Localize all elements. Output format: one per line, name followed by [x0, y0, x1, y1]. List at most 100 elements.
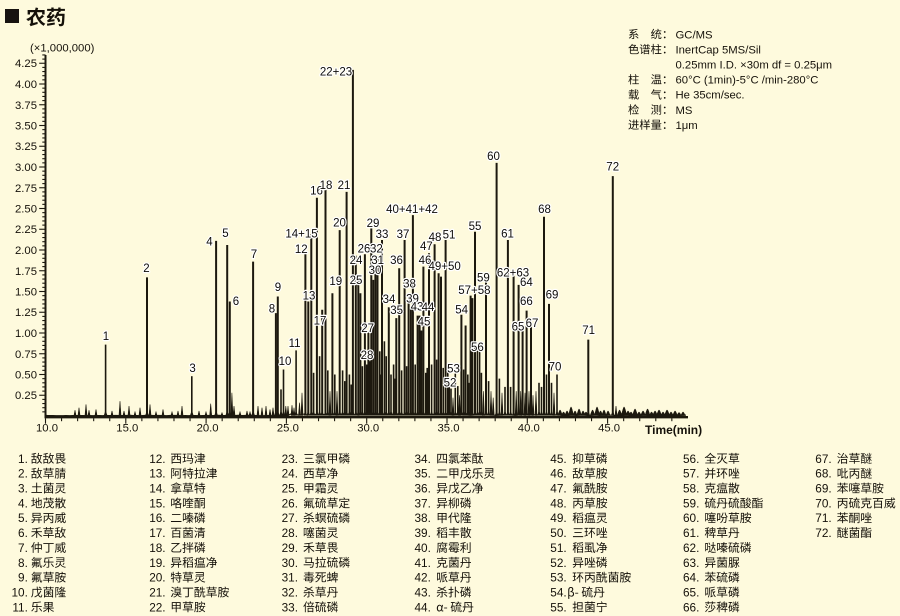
svg-text:18: 18 [320, 180, 333, 192]
svg-text:53.: 53. [550, 571, 566, 585]
svg-text:51: 51 [443, 230, 456, 242]
svg-text:12: 12 [295, 244, 308, 256]
svg-text:4: 4 [206, 237, 213, 249]
svg-text:33.: 33. [282, 600, 298, 614]
svg-text:46.: 46. [550, 467, 566, 481]
svg-text:48: 48 [429, 232, 442, 244]
svg-text:49+50: 49+50 [428, 261, 460, 273]
svg-text:19: 19 [329, 276, 342, 288]
svg-text:3.: 3. [18, 482, 28, 496]
svg-text:5: 5 [222, 228, 228, 240]
svg-text:45: 45 [418, 317, 431, 329]
svg-text:63.: 63. [683, 556, 699, 570]
svg-text:55: 55 [469, 221, 482, 233]
svg-text:71: 71 [582, 325, 595, 337]
svg-text:1.00: 1.00 [15, 328, 37, 340]
svg-text:60.: 60. [683, 511, 699, 525]
svg-text:67.: 67. [815, 452, 831, 466]
svg-text:7: 7 [251, 249, 257, 261]
svg-text:54: 54 [455, 305, 468, 317]
svg-text:0.25mm I.D. ×30m df = 0.25μm: 0.25mm I.D. ×30m df = 0.25μm [676, 60, 833, 72]
svg-text:24.: 24. [282, 467, 298, 481]
svg-text:1.25: 1.25 [15, 307, 37, 319]
svg-text:4.: 4. [18, 496, 28, 510]
svg-text:62.: 62. [683, 541, 699, 555]
svg-text:25.0: 25.0 [277, 423, 299, 435]
svg-text:23.: 23. [282, 452, 298, 466]
svg-text:30.: 30. [282, 556, 298, 570]
svg-text:72: 72 [606, 162, 619, 174]
svg-text:44: 44 [422, 302, 435, 314]
svg-text:41.: 41. [414, 556, 430, 570]
svg-text:70.: 70. [815, 496, 831, 510]
svg-text:3: 3 [189, 363, 195, 375]
svg-text:11.: 11. [12, 600, 28, 614]
svg-text:39: 39 [406, 294, 419, 306]
svg-text:42.: 42. [414, 571, 430, 585]
svg-text:26: 26 [358, 244, 371, 256]
svg-text:38.: 38. [414, 511, 430, 525]
svg-text:5.: 5. [18, 511, 28, 525]
svg-text:20: 20 [333, 218, 346, 230]
svg-text:34: 34 [383, 294, 396, 306]
svg-text:57+58: 57+58 [458, 285, 490, 297]
svg-text:1.75: 1.75 [15, 266, 37, 278]
svg-text:7.: 7. [18, 541, 28, 555]
svg-text:52.: 52. [550, 556, 566, 570]
svg-text:25.: 25. [282, 482, 298, 496]
svg-text:21: 21 [338, 180, 351, 192]
svg-text:69: 69 [546, 290, 559, 302]
svg-text:69.: 69. [815, 482, 831, 496]
svg-text:22.: 22. [149, 600, 165, 614]
svg-text:71.: 71. [815, 511, 831, 525]
svg-text:51.: 51. [550, 541, 566, 555]
svg-text:30: 30 [369, 265, 382, 277]
svg-text:25: 25 [350, 275, 363, 287]
svg-text:8: 8 [269, 304, 275, 316]
svg-text:29.: 29. [282, 541, 298, 555]
svg-text:10: 10 [279, 356, 292, 368]
svg-text:44.: 44. [414, 600, 430, 614]
svg-text:3.50: 3.50 [15, 121, 37, 133]
svg-text:2.: 2. [18, 467, 28, 481]
svg-text:3.00: 3.00 [15, 162, 37, 174]
svg-text:17.: 17. [149, 526, 165, 540]
svg-text:31: 31 [371, 255, 384, 267]
svg-text:56: 56 [471, 342, 484, 354]
svg-text:34.: 34. [414, 452, 430, 466]
svg-text:26.: 26. [282, 496, 298, 510]
svg-text:27.: 27. [282, 511, 298, 525]
svg-text:59.: 59. [683, 496, 699, 510]
svg-text:4.00: 4.00 [15, 79, 37, 91]
svg-text:32.: 32. [282, 586, 298, 600]
svg-text:Time(min): Time(min) [645, 423, 702, 437]
svg-text:49.: 49. [550, 511, 566, 525]
svg-text:9.: 9. [18, 571, 28, 585]
svg-text:13: 13 [303, 291, 316, 303]
svg-text:8.: 8. [18, 556, 28, 570]
svg-text:54.: 54. [550, 586, 566, 600]
svg-text:20.0: 20.0 [197, 423, 219, 435]
svg-text:(×1,000,000): (×1,000,000) [30, 43, 95, 55]
svg-text:40.: 40. [414, 541, 430, 555]
svg-text:66: 66 [520, 296, 533, 308]
svg-text:37.: 37. [414, 496, 430, 510]
svg-text:36.: 36. [414, 482, 430, 496]
svg-text:31.: 31. [282, 571, 298, 585]
svg-text:6: 6 [233, 296, 239, 308]
svg-text:28.: 28. [282, 526, 298, 540]
svg-text:43: 43 [411, 302, 424, 314]
svg-text:56.: 56. [683, 452, 699, 466]
svg-text:70: 70 [549, 362, 562, 374]
svg-text:18.: 18. [149, 541, 165, 555]
svg-text:61.: 61. [683, 526, 699, 540]
svg-text:16: 16 [310, 186, 323, 198]
svg-text:1.: 1. [18, 452, 28, 466]
svg-text:40+41+42: 40+41+42 [386, 204, 438, 216]
svg-text:55.: 55. [550, 600, 566, 614]
svg-text:62+63: 62+63 [497, 268, 529, 280]
svg-text:0.25: 0.25 [15, 390, 37, 402]
svg-text:29: 29 [367, 218, 380, 230]
svg-text:9: 9 [275, 282, 281, 294]
svg-text:68: 68 [538, 204, 551, 216]
